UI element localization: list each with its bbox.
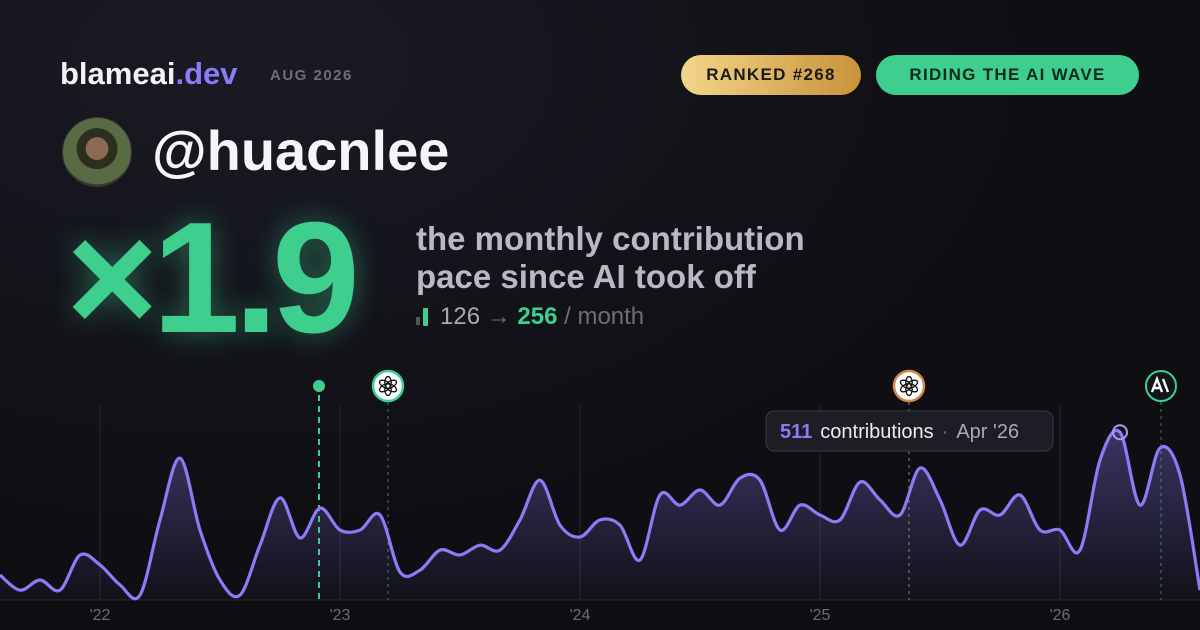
event-icon: [892, 369, 926, 403]
brand-name: blameai: [60, 56, 176, 91]
anthropic-logo: [1150, 375, 1170, 393]
tooltip-label: contributions: [820, 421, 933, 443]
openai-logo: [899, 379, 913, 389]
before: 126: [440, 303, 481, 330]
tooltip-value: 511: [780, 421, 812, 443]
date: AUG 2026: [270, 67, 353, 84]
avatar: [62, 117, 132, 187]
description: the monthly contribution: [416, 220, 805, 257]
x-tick-label: '23: [330, 607, 351, 624]
tooltip: [765, 410, 1054, 452]
arrow: →: [486, 303, 511, 330]
highlight-point: [1112, 424, 1128, 441]
icon: [423, 308, 428, 326]
event-icon: [371, 369, 405, 403]
rank-badge: RANKED #268: [681, 55, 861, 95]
multiplier: ×1.9: [66, 190, 360, 366]
line: [0, 428, 1200, 601]
tooltip-separator: ·: [942, 421, 949, 443]
brand-tld: .dev: [175, 56, 238, 91]
x-tick-label: '22: [90, 607, 111, 624]
after: 256: [517, 303, 558, 330]
openai-logo: [378, 379, 392, 389]
brand: blameai.dev: [60, 56, 237, 92]
unit: / month: [564, 303, 645, 330]
event-icon: [1145, 370, 1177, 402]
icon: [416, 317, 420, 325]
x-tick-label: '24: [570, 607, 591, 624]
x-tick-label: '26: [1050, 607, 1071, 624]
event-dot: [313, 380, 325, 392]
x-tick-label: '25: [810, 607, 831, 624]
status-badge: RIDING THE AI WAVE: [876, 55, 1139, 95]
rate: 126 → 256 / month: [416, 303, 644, 331]
username: @huacnlee: [152, 119, 450, 182]
tooltip-text: 511 contributions · Apr '26: [780, 421, 1019, 443]
description: pace since AI took off: [416, 258, 756, 295]
tooltip-date: Apr '26: [956, 421, 1019, 443]
area: [0, 430, 1200, 600]
